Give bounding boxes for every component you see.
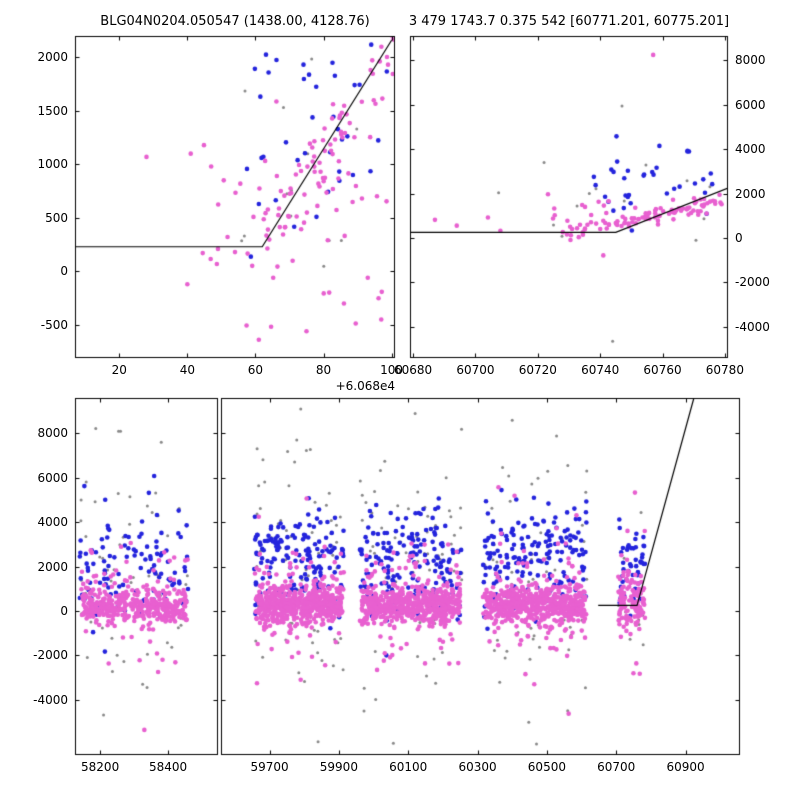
- left-panel-title: BLG04N0204.050547 (1438.00, 4128.76): [100, 14, 370, 29]
- right-panel-title: 3 479 1743.7 0.375 542 [60771.201, 60775…: [408, 14, 730, 29]
